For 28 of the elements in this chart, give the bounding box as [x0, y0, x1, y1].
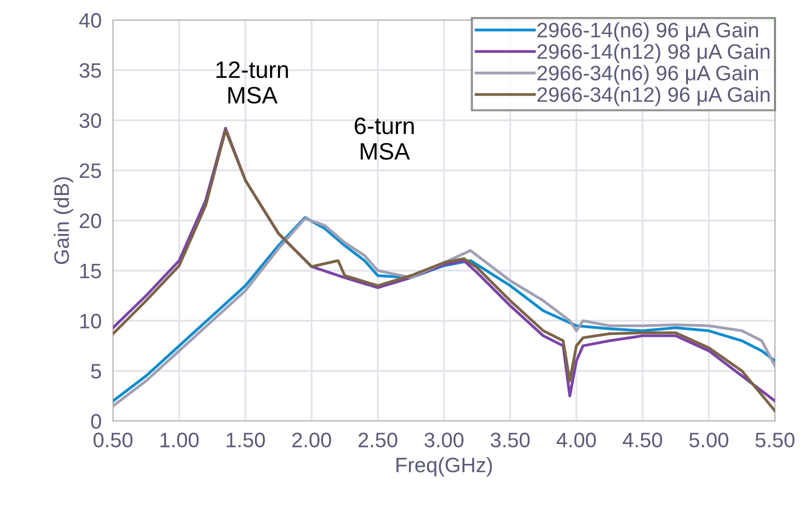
x-tick-label: 3.50 [490, 432, 530, 448]
legend-label: 2966-34(n12) 96 μA Gain [538, 86, 770, 106]
y-tick-label: 15 [80, 264, 102, 278]
x-tick-label: 5.00 [689, 432, 728, 448]
y-tick-label: 10 [80, 314, 102, 329]
y-axis-title: Gain (dB) [54, 177, 74, 264]
x-tick-label: 5.50 [756, 432, 794, 448]
x-tick-label: 4.50 [622, 432, 662, 448]
x-tick-label: 4.00 [556, 432, 596, 448]
annotation: 12-turn MSA [216, 61, 288, 104]
legend-label: 2966-14(n6) 96 μA Gain [538, 22, 758, 42]
annotation: 6-turn MSA [354, 118, 414, 160]
y-tick-label: 40 [79, 13, 102, 28]
y-tick-label: 5 [91, 364, 102, 379]
x-tick-label: 2.50 [358, 432, 398, 448]
y-tick-label: 35 [80, 63, 102, 78]
x-axis-title: Freq(GHz) [396, 457, 492, 477]
y-tick-label: 30 [80, 113, 102, 128]
legend-label: 2966-34(n6) 96 μA Gain [538, 65, 758, 85]
x-tick-label: 2.00 [292, 432, 332, 448]
y-tick-label: 20 [80, 214, 102, 228]
x-tick-label: 1.00 [160, 432, 199, 448]
y-tick-label: 0 [91, 414, 102, 429]
x-tick-label: 3.00 [424, 432, 464, 448]
x-tick-label: 1.50 [226, 432, 265, 448]
legend-label: 2966-14(n12) 98 μA Gain [538, 44, 770, 64]
y-tick-label: 25 [80, 163, 102, 178]
x-tick-label: 0.50 [94, 432, 132, 448]
